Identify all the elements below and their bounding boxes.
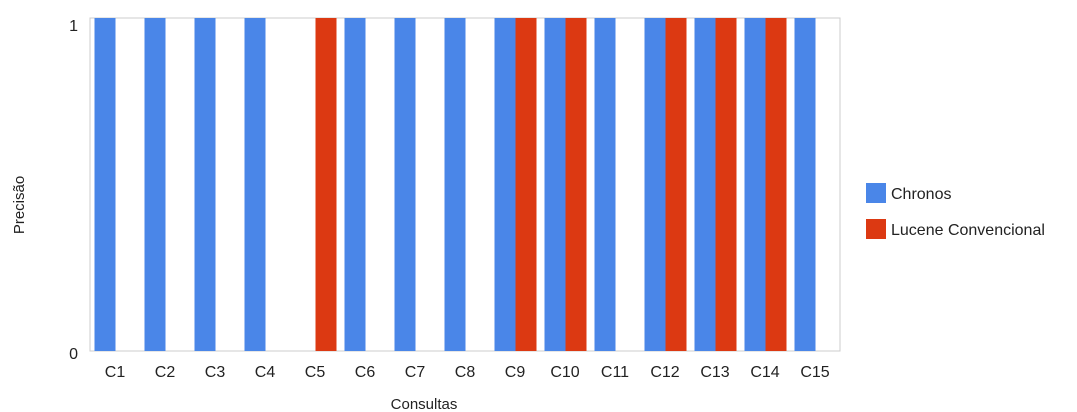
legend: Chronos Lucene Convencional: [866, 183, 1045, 239]
bar-c14-series-1: [765, 18, 787, 351]
bar-c13-series-1: [715, 18, 737, 351]
bar-c2-series-0: [144, 18, 166, 351]
x-tick-label-c5: C5: [305, 364, 326, 381]
bar-c10-series-0: [544, 18, 566, 351]
bar-c12-series-0: [644, 18, 666, 351]
bar-c11-series-0: [594, 18, 616, 351]
x-tick-label-c6: C6: [355, 364, 376, 381]
bar-c4-series-0: [244, 18, 266, 351]
legend-label-chronos: Chronos: [891, 186, 951, 203]
legend-swatch-lucene: [866, 219, 886, 239]
legend-swatch-chronos: [866, 183, 886, 203]
bars-group: [94, 18, 816, 351]
bar-c5-series-1: [315, 18, 337, 351]
bar-c15-series-0: [794, 18, 816, 351]
bar-c14-series-0: [744, 18, 766, 351]
y-tick-label-min: 0: [69, 346, 78, 363]
bar-c8-series-0: [444, 18, 466, 351]
bar-c6-series-0: [344, 18, 366, 351]
x-tick-label-c10: C10: [550, 364, 579, 381]
legend-label-lucene: Lucene Convencional: [891, 222, 1045, 239]
x-tick-label-c14: C14: [750, 364, 779, 381]
x-tick-label-c15: C15: [800, 364, 829, 381]
x-axis-title: Consultas: [391, 396, 458, 412]
x-tick-label-c11: C11: [601, 364, 629, 381]
y-axis-title: Precisão: [11, 176, 28, 234]
bar-c1-series-0: [94, 18, 116, 351]
x-tick-label-c7: C7: [405, 364, 426, 381]
bar-c9-series-1: [515, 18, 537, 351]
x-tick-label-c1: C1: [105, 364, 126, 381]
bar-c10-series-1: [565, 18, 587, 351]
bar-c3-series-0: [194, 18, 216, 351]
x-tick-label-c2: C2: [155, 364, 176, 381]
bar-c12-series-1: [665, 18, 687, 351]
bar-c13-series-0: [694, 18, 716, 351]
x-tick-labels: C1 C2 C3 C4 C5 C6 C7 C8 C9 C10 C11 C12 C13 C14 C15: [105, 364, 830, 381]
x-tick-label-c4: C4: [255, 364, 276, 381]
x-tick-label-c9: C9: [505, 364, 526, 381]
x-tick-label-c13: C13: [700, 364, 729, 381]
bar-c9-series-0: [494, 18, 516, 351]
x-tick-label-c12: C12: [650, 364, 679, 381]
x-tick-label-c3: C3: [205, 364, 226, 381]
y-tick-label-max: 1: [69, 18, 78, 35]
bar-c7-series-0: [394, 18, 416, 351]
x-tick-label-c8: C8: [455, 364, 476, 381]
